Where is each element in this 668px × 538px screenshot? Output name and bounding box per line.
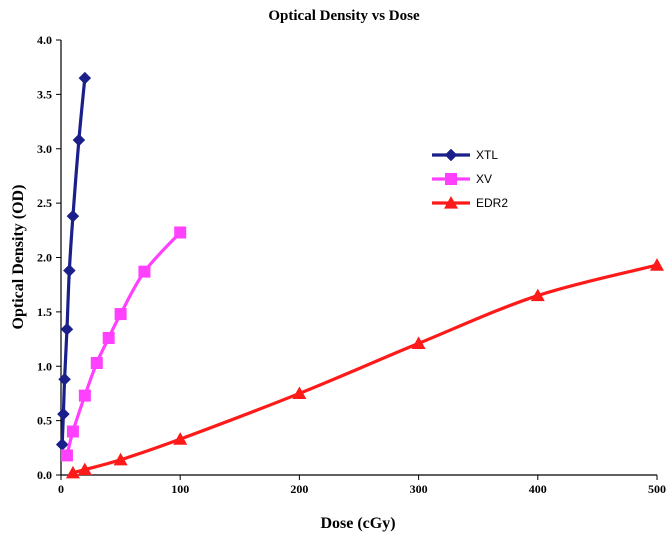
y-tick-label: 3.5 [37,87,52,101]
chart-title: Optical Density vs Dose [268,8,420,24]
legend-marker [445,173,457,185]
data-point-xv [78,389,91,402]
x-tick-label: 100 [171,482,189,496]
legend-item-xtl: XTL [432,148,498,162]
x-tick-label: 500 [648,482,666,496]
data-point-edr2 [650,258,664,271]
y-tick-label: 0.0 [37,468,52,482]
legend-marker [444,148,458,162]
data-point-xv [138,265,151,278]
data-point-edr2 [113,452,128,466]
x-axis-label: Dose (cGy) [320,515,395,532]
legend-marker [444,196,458,209]
data-point-edr2 [411,336,426,350]
x-tick-label: 200 [290,482,308,496]
x-tick-label: 0 [58,482,64,496]
data-point-edr2 [530,288,545,302]
data-point-xtl [58,372,71,386]
legend-item-edr2: EDR2 [432,196,508,210]
y-tick-label: 3.0 [37,142,52,156]
legend-label: XTL [476,148,498,162]
data-point-xv [174,226,187,239]
x-tick-label: 300 [410,482,428,496]
series-xv [60,226,187,462]
data-point-xtl [78,71,92,85]
data-point-xtl [72,133,86,147]
series-edr2 [65,258,664,479]
data-point-xtl [66,209,80,223]
y-tick-label: 4.0 [37,33,52,47]
data-point-edr2 [173,432,188,445]
data-point-edr2 [292,386,307,400]
y-axis-label: Optical Density (OD) [10,185,27,330]
legend-item-xv: XV [432,172,492,186]
data-point-xv [66,425,79,438]
data-point-xv [102,331,115,344]
series-layer [55,71,664,479]
data-point-xtl [57,407,70,421]
data-point-xv [114,308,127,321]
data-point-edr2 [65,465,80,479]
data-point-xv [90,356,103,369]
data-point-xtl [60,322,74,336]
y-tick-label: 2.0 [37,251,52,265]
y-tick-label: 0.5 [37,414,52,428]
legend-label: XV [476,172,492,186]
data-point-edr2 [77,462,92,476]
series-xtl [55,71,92,451]
y-tick-label: 1.5 [37,305,52,319]
y-tick-label: 1.0 [37,359,52,373]
legend: XTL XV EDR2 [432,148,508,210]
axis-ticks: 0.0 0.5 1.0 1.5 2.0 2.5 3.0 3.5 4.0 0 100 200 300 400… [37,33,666,496]
data-point-xtl [62,264,76,277]
x-tick-label: 400 [529,482,547,496]
data-point-xv [60,449,73,462]
y-tick-label: 2.5 [37,196,52,210]
legend-label: EDR2 [476,196,508,210]
